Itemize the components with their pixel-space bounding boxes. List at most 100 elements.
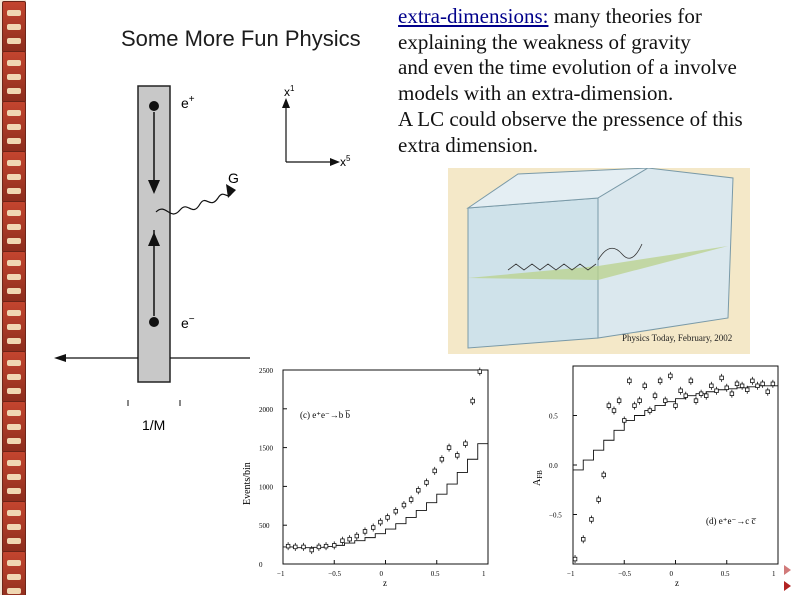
axis-up-label: x1	[284, 84, 295, 99]
left-arrow-icon	[54, 354, 66, 362]
data-point	[622, 418, 627, 423]
decorative-left-rail	[0, 0, 26, 595]
data-point	[385, 515, 390, 520]
body-line-1: many theories for	[548, 4, 702, 28]
rail-tile	[2, 151, 26, 203]
rail-ornament	[7, 388, 21, 394]
rail-ornament	[7, 260, 21, 266]
chart-c-xlabel: z	[383, 578, 387, 588]
data-point	[293, 544, 298, 550]
data-point	[770, 381, 776, 387]
data-point	[401, 502, 407, 508]
brane-particles	[507, 263, 597, 271]
x-tick-label: 0.5	[431, 570, 440, 578]
data-point	[683, 393, 688, 398]
extra-dimensions-link[interactable]: extra-dimensions:	[398, 4, 549, 28]
data-point	[688, 378, 694, 384]
data-point	[704, 393, 709, 398]
data-point	[596, 497, 601, 502]
data-point	[750, 378, 755, 384]
data-point	[408, 497, 414, 502]
x-tick-label: 1	[772, 570, 776, 578]
rail-ornament	[7, 74, 21, 80]
previous-slide-arrow-icon[interactable]	[784, 565, 791, 575]
rail-ornament	[7, 60, 21, 66]
data-point	[470, 398, 475, 404]
data-point	[616, 398, 622, 403]
y-tick-label: 0.5	[549, 413, 558, 421]
rail-ornament	[7, 474, 21, 480]
rail-ornament	[7, 88, 21, 94]
data-point	[693, 398, 699, 403]
data-point	[572, 556, 578, 562]
rail-ornament	[7, 210, 21, 216]
data-point	[724, 385, 729, 390]
y-tick-label: −0.5	[549, 512, 562, 520]
rail-tile	[2, 101, 26, 153]
data-point	[652, 393, 658, 398]
data-point	[332, 543, 337, 548]
extra-dimension-diagram: e+ e− G x1 x5 1/M	[54, 84, 351, 433]
data-point	[611, 408, 617, 413]
data-point	[601, 472, 606, 478]
rail-ornament	[7, 538, 21, 544]
y-tick-label: 1000	[259, 483, 274, 491]
data-point	[678, 388, 683, 393]
y-tick-label: 0	[259, 561, 263, 569]
rail-ornament	[7, 224, 21, 230]
data-point	[668, 373, 673, 379]
data-point	[698, 391, 704, 396]
brane-sheet	[468, 246, 728, 280]
next-slide-arrow-icon[interactable]	[784, 581, 791, 591]
rail-ornament	[7, 188, 21, 194]
scale-label: 1/M	[142, 417, 165, 433]
data-point	[729, 391, 735, 396]
data-point	[370, 525, 376, 530]
rail-ornament	[7, 374, 21, 380]
data-point	[673, 403, 678, 408]
chart-events-per-bin: −1 −0.5 0 0.5 1 0 500 1000 1500 2000 2500 (c) e⁺e⁻…	[242, 367, 489, 588]
rail-ornament	[7, 238, 21, 244]
data-point	[424, 480, 429, 485]
rail-ornament	[7, 160, 21, 166]
data-point	[463, 441, 468, 446]
rail-ornament	[7, 110, 21, 116]
data-point	[301, 544, 306, 550]
chart-c-panel-label: (c) e⁺e⁻→b b̅	[300, 410, 351, 420]
y-tick-label: 2500	[259, 367, 274, 375]
body-line-2: explaining the weakness of gravity	[398, 29, 691, 54]
x-tick-label: −0.5	[618, 570, 631, 578]
rail-ornament	[7, 410, 21, 416]
rail-ornament	[7, 24, 21, 30]
axis-up-arrow-icon	[282, 98, 290, 108]
rail-ornament	[7, 138, 21, 144]
data-point	[734, 381, 740, 387]
data-point	[446, 445, 452, 450]
data-point	[455, 453, 460, 458]
data-point	[347, 536, 352, 542]
data-point	[589, 517, 594, 522]
data-point	[745, 387, 750, 392]
rail-tile	[2, 451, 26, 503]
data-point	[416, 488, 421, 493]
rail-ornament	[7, 488, 21, 494]
graviton-arrow-icon	[226, 184, 236, 198]
e-minus-label: e−	[181, 314, 195, 331]
rail-ornament	[7, 510, 21, 516]
rail-tile	[2, 301, 26, 353]
data-point	[760, 381, 765, 387]
data-point	[647, 408, 653, 413]
rail-tile	[2, 551, 26, 595]
chart-d-ylabel: AFB	[532, 470, 544, 486]
data-point	[714, 388, 719, 393]
data-point	[581, 537, 586, 542]
data-point	[657, 378, 663, 384]
data-point	[765, 389, 770, 394]
y-tick-label: 2000	[259, 406, 274, 414]
data-point	[477, 369, 482, 374]
data-point	[719, 375, 724, 381]
chart-c-frame	[282, 369, 489, 565]
x-tick-label: −1	[277, 570, 285, 578]
rail-ornament	[7, 274, 21, 280]
x-tick-label: 0	[380, 570, 384, 578]
